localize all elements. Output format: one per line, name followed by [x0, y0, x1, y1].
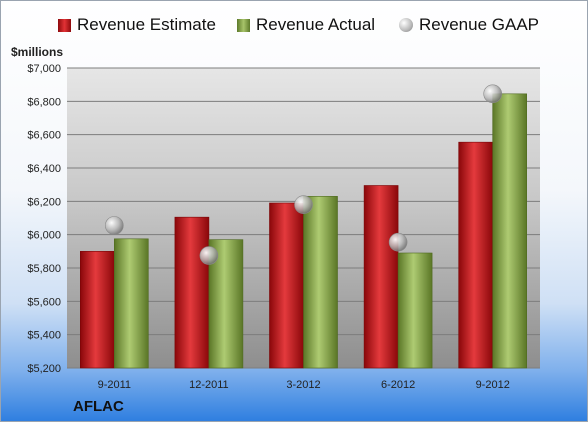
bar-estimate [458, 141, 494, 369]
legend-item-actual: Revenue Actual [237, 15, 375, 35]
legend-item-estimate: Revenue Estimate [58, 15, 216, 35]
y-tick-label: $6,000 [27, 230, 61, 242]
y-tick-label: $6,600 [27, 130, 61, 142]
y-tick-label: $5,200 [27, 363, 61, 375]
legend-swatch-gaap [399, 18, 413, 32]
y-tick-label: $5,800 [27, 263, 61, 275]
legend: Revenue Estimate Revenue Actual Revenue … [1, 15, 587, 39]
bar-estimate [174, 216, 210, 369]
x-tick-label: 6-2012 [381, 379, 415, 391]
bar-estimate [269, 202, 304, 369]
bar-actual [303, 196, 338, 369]
y-tick-label: $6,200 [27, 196, 61, 208]
bar-estimate [80, 251, 115, 369]
point-gaap [483, 84, 503, 104]
legend-swatch-estimate [58, 18, 71, 32]
y-tick-label: $5,600 [27, 296, 61, 308]
gaap-points [105, 84, 503, 265]
bar-actual [397, 252, 433, 369]
point-gaap [105, 216, 124, 235]
legend-label-estimate: Revenue Estimate [77, 15, 216, 34]
company-label: AFLAC [73, 398, 124, 415]
x-tick-label: 9-2012 [476, 379, 510, 391]
x-tick-label: 3-2012 [286, 379, 320, 391]
x-axis-ticks: 9-2011 12-2011 3-2012 6-2012 9-2012 [98, 379, 510, 391]
y-tick-label: $5,400 [27, 330, 61, 342]
point-gaap [388, 232, 408, 252]
bar-actual [114, 238, 149, 369]
legend-item-gaap: Revenue GAAP [399, 15, 539, 35]
point-gaap [294, 195, 313, 214]
y-tick-label: $6,800 [27, 96, 61, 108]
bar-estimate [363, 185, 399, 369]
unit-label: $millions [11, 45, 64, 59]
y-axis-ticks: $5,200 $5,400 $5,600 $5,800 $6,000 $6,200 $6,4… [27, 63, 61, 375]
bar-actual [492, 93, 528, 369]
legend-label-actual: Revenue Actual [256, 15, 376, 34]
y-tick-label: $7,000 [27, 63, 61, 75]
point-gaap [199, 246, 219, 265]
x-tick-label: 9-2011 [98, 379, 131, 391]
y-tick-label: $6,400 [27, 163, 61, 175]
legend-swatch-actual [237, 18, 250, 32]
x-tick-label: 12-2011 [189, 379, 229, 391]
legend-label-gaap: Revenue GAAP [419, 15, 540, 34]
